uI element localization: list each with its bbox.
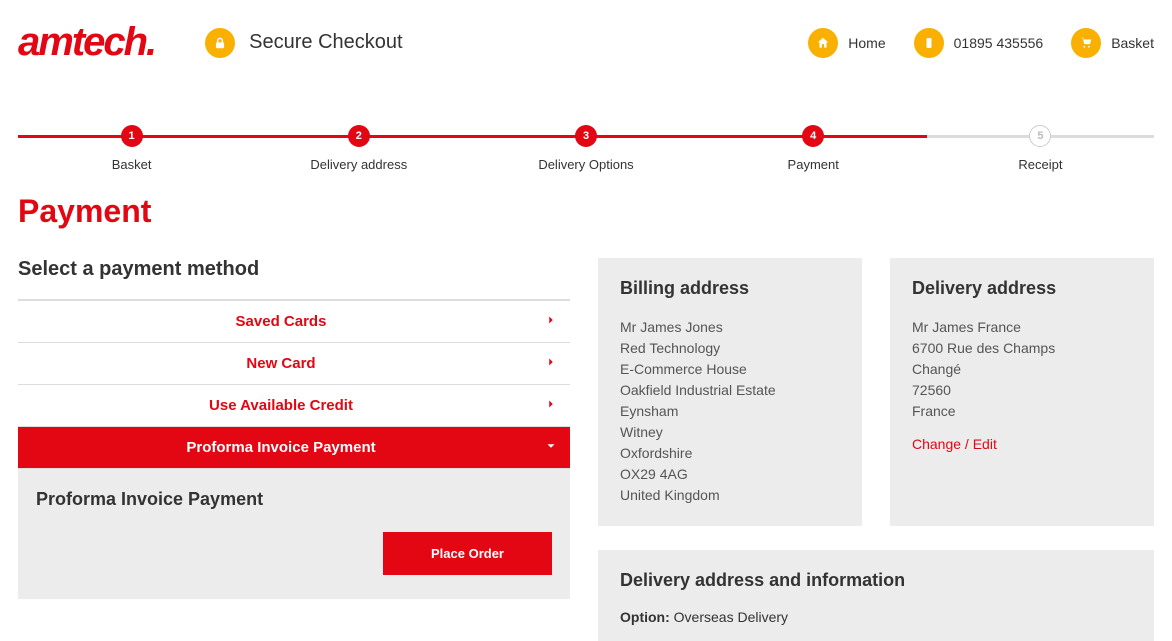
step-label: Basket <box>18 157 245 172</box>
payment-accordion: Saved Cards New Card Use Available Credit P… <box>18 299 570 469</box>
page-title: Payment <box>18 193 1154 230</box>
delivery-address-card: Delivery address Mr James France6700 Rue… <box>890 258 1154 526</box>
brand-logo: amtech. <box>18 20 155 65</box>
delivery-option-line: Option: Overseas Delivery <box>620 609 1132 625</box>
accordion-item[interactable]: New Card <box>18 343 570 385</box>
step-label: Payment <box>700 157 927 172</box>
billing-title: Billing address <box>620 278 840 299</box>
chevron-down-icon <box>544 439 558 456</box>
secure-checkout-label: Secure Checkout <box>249 31 402 54</box>
nav-phone-label: 01895 435556 <box>954 35 1044 51</box>
step-circle: 3 <box>575 125 597 147</box>
address-line: Changé <box>912 359 1132 380</box>
secure-checkout-badge: Secure Checkout <box>205 28 402 58</box>
delivery-option-value: Overseas Delivery <box>674 609 788 625</box>
nav-phone[interactable]: 01895 435556 <box>914 28 1044 58</box>
main-content: Select a payment method Saved Cards New C… <box>0 258 1172 641</box>
home-icon <box>808 28 838 58</box>
step-label: Receipt <box>927 157 1154 172</box>
delivery-info-card: Delivery address and information Option:… <box>598 550 1154 641</box>
accordion-item[interactable]: Use Available Credit <box>18 385 570 427</box>
change-delivery-link[interactable]: Change / Edit <box>912 436 997 452</box>
progress-step: 3 Delivery Options <box>472 125 699 172</box>
address-line: E-Commerce House <box>620 359 840 380</box>
step-circle: 5 <box>1029 125 1051 147</box>
address-line: 6700 Rue des Champs <box>912 338 1132 359</box>
accordion-label: New Card <box>18 355 544 372</box>
delivery-info-title: Delivery address and information <box>620 570 1132 591</box>
address-section: Billing address Mr James JonesRed Techno… <box>598 258 1154 641</box>
address-line: Oxfordshire <box>620 443 840 464</box>
accordion-label: Proforma Invoice Payment <box>18 439 544 456</box>
checkout-progress: 1 Basket 2 Delivery address 3 Delivery Option… <box>18 125 1154 175</box>
billing-address-card: Billing address Mr James JonesRed Techno… <box>598 258 862 526</box>
delivery-title: Delivery address <box>912 278 1132 299</box>
nav-home-label: Home <box>848 35 885 51</box>
accordion-item[interactable]: Proforma Invoice Payment <box>18 427 570 469</box>
payment-method-title: Select a payment method <box>18 258 570 281</box>
lock-icon <box>205 28 235 58</box>
progress-step: 5 Receipt <box>927 125 1154 172</box>
step-circle: 1 <box>121 125 143 147</box>
proforma-panel-title: Proforma Invoice Payment <box>36 489 552 510</box>
step-circle: 2 <box>348 125 370 147</box>
payment-method-section: Select a payment method Saved Cards New C… <box>18 258 570 599</box>
address-line: France <box>912 401 1132 422</box>
delivery-option-label: Option: <box>620 609 670 625</box>
address-line: Red Technology <box>620 338 840 359</box>
cart-icon <box>1071 28 1101 58</box>
progress-steps: 1 Basket 2 Delivery address 3 Delivery Option… <box>18 125 1154 172</box>
progress-step: 1 Basket <box>18 125 245 172</box>
proforma-panel: Proforma Invoice Payment Place Order <box>18 469 570 599</box>
step-label: Delivery address <box>245 157 472 172</box>
progress-step: 4 Payment <box>700 125 927 172</box>
accordion-item[interactable]: Saved Cards <box>18 301 570 343</box>
accordion-label: Use Available Credit <box>18 397 544 414</box>
progress-step: 2 Delivery address <box>245 125 472 172</box>
place-order-button[interactable]: Place Order <box>383 532 552 575</box>
step-label: Delivery Options <box>472 157 699 172</box>
delivery-lines: Mr James France6700 Rue des ChampsChangé… <box>912 317 1132 422</box>
address-line: 72560 <box>912 380 1132 401</box>
nav-home[interactable]: Home <box>808 28 885 58</box>
billing-lines: Mr James JonesRed TechnologyE-Commerce H… <box>620 317 840 506</box>
address-line: United Kingdom <box>620 485 840 506</box>
address-cards-row: Billing address Mr James JonesRed Techno… <box>598 258 1154 526</box>
chevron-right-icon <box>544 397 558 414</box>
address-line: Eynsham <box>620 401 840 422</box>
address-line: Oakfield Industrial Estate <box>620 380 840 401</box>
chevron-right-icon <box>544 355 558 372</box>
address-line: Mr James Jones <box>620 317 840 338</box>
nav-basket[interactable]: Basket <box>1071 28 1154 58</box>
nav-basket-label: Basket <box>1111 35 1154 51</box>
address-line: OX29 4AG <box>620 464 840 485</box>
step-circle: 4 <box>802 125 824 147</box>
page-header: amtech. Secure Checkout Home 01895 43555… <box>0 0 1172 75</box>
chevron-right-icon <box>544 313 558 330</box>
address-line: Mr James France <box>912 317 1132 338</box>
address-line: Witney <box>620 422 840 443</box>
phone-icon <box>914 28 944 58</box>
accordion-label: Saved Cards <box>18 313 544 330</box>
header-nav: Home 01895 435556 Basket <box>808 28 1154 58</box>
